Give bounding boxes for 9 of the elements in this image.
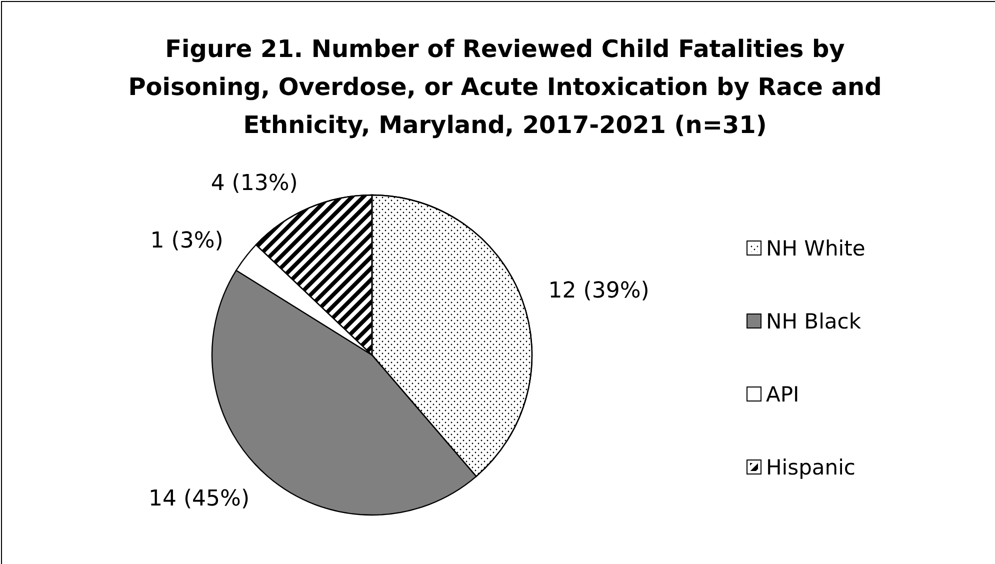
legend-label: NH Black [766, 309, 862, 334]
legend-label: API [766, 382, 800, 406]
data-label: 12 (39%) [548, 278, 650, 304]
data-label: 4 (13%) [210, 170, 298, 196]
data-label: 14 (45%) [148, 486, 250, 512]
data-label: 1 (3%) [150, 228, 224, 254]
chart-title: Figure 21. Number of Reviewed Child Fatalities by Poisoning, Overdose, or Acute Intoxication by Race and Ethnicity, Maryland, 2017-2021 (n=31) [128, 35, 882, 139]
legend-label: NH White [766, 236, 866, 260]
legend-label: Hispanic [766, 455, 856, 480]
